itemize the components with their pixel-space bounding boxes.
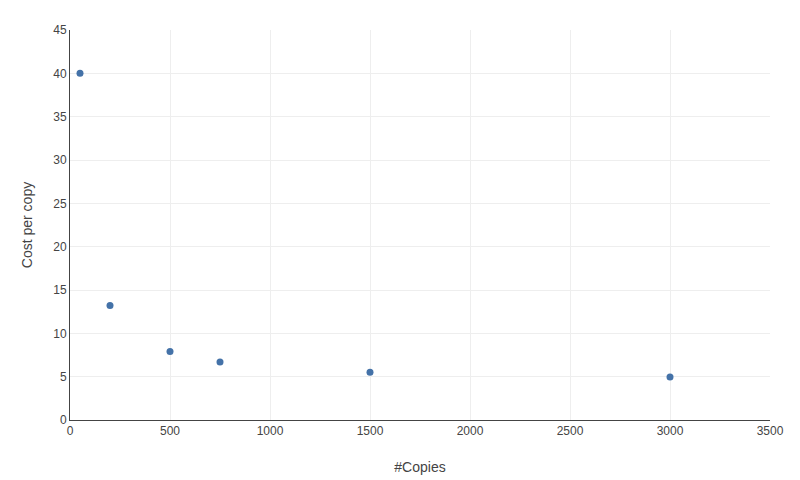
svg-text:3000: 3000: [657, 424, 684, 438]
svg-text:2000: 2000: [457, 424, 484, 438]
svg-text:1500: 1500: [357, 424, 384, 438]
svg-text:0: 0: [67, 424, 74, 438]
svg-text:0: 0: [60, 413, 67, 427]
svg-text:15: 15: [53, 283, 67, 297]
svg-text:40: 40: [53, 67, 67, 81]
svg-text:1000: 1000: [257, 424, 284, 438]
svg-text:25: 25: [53, 197, 67, 211]
svg-text:2500: 2500: [557, 424, 584, 438]
svg-text:#Copies: #Copies: [394, 459, 445, 475]
svg-text:45: 45: [53, 23, 67, 37]
svg-text:3500: 3500: [757, 424, 784, 438]
svg-text:5: 5: [60, 370, 67, 384]
svg-text:500: 500: [160, 424, 180, 438]
svg-text:20: 20: [53, 240, 67, 254]
svg-text:10: 10: [53, 327, 67, 341]
svg-text:30: 30: [53, 153, 67, 167]
svg-text:Cost per copy: Cost per copy: [19, 182, 35, 268]
svg-text:35: 35: [53, 110, 67, 124]
